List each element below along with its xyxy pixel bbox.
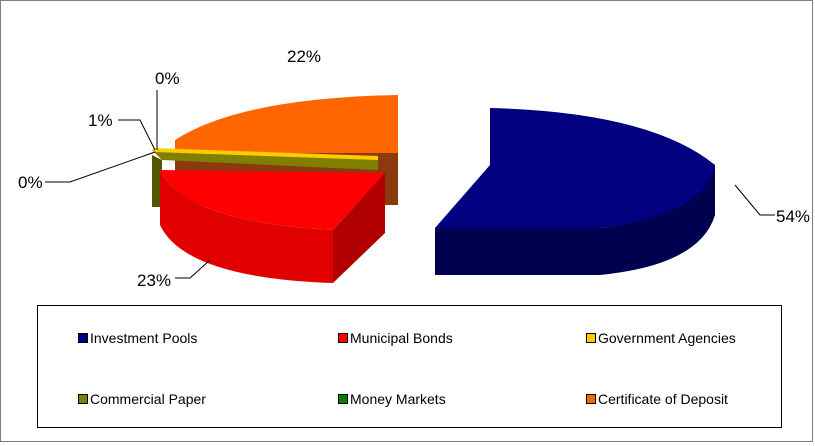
legend: Investment Pools Municipal Bonds Governm… bbox=[37, 305, 782, 428]
legend-swatch bbox=[78, 394, 88, 404]
legend-item-certificate-of-deposit: Certificate of Deposit bbox=[586, 391, 728, 407]
leader-line-commercial-paper bbox=[118, 119, 156, 151]
legend-item-investment-pools: Investment Pools bbox=[78, 330, 197, 346]
slice-side-commercial-paper bbox=[152, 155, 162, 207]
slice-side-investment-pools bbox=[435, 165, 715, 275]
legend-label: Certificate of Deposit bbox=[598, 391, 728, 407]
leader-line-government-agencies bbox=[45, 151, 156, 183]
data-label-government-agencies: 0% bbox=[18, 173, 43, 192]
slice-side2-municipal-bonds bbox=[333, 173, 385, 283]
slice-government-agencies bbox=[153, 148, 378, 160]
legend-label: Municipal Bonds bbox=[350, 330, 453, 346]
legend-label: Commercial Paper bbox=[90, 391, 206, 407]
leader-line-municipal-bonds bbox=[175, 259, 211, 279]
legend-swatch bbox=[78, 333, 88, 343]
legend-label: Investment Pools bbox=[90, 330, 198, 346]
data-label-money-markets: 0% bbox=[155, 69, 180, 88]
data-label-commercial-paper: 1% bbox=[88, 111, 113, 130]
slice-certificate-of-deposit bbox=[175, 95, 398, 153]
legend-item-commercial-paper: Commercial Paper bbox=[78, 391, 206, 407]
legend-swatch bbox=[338, 333, 348, 343]
data-label-municipal-bonds: 23% bbox=[137, 271, 171, 290]
legend-swatch bbox=[586, 394, 596, 404]
legend-swatch bbox=[586, 333, 596, 343]
slice-side-municipal-bonds bbox=[160, 170, 333, 283]
slice-municipal-bonds bbox=[160, 170, 385, 230]
legend-label: Money Markets bbox=[350, 391, 446, 407]
data-label-investment-pools: 54% bbox=[776, 207, 810, 226]
legend-swatch bbox=[338, 394, 348, 404]
data-label-certificate-of-deposit: 22% bbox=[287, 47, 321, 66]
leader-line-investment-pools bbox=[734, 184, 775, 216]
slice-commercial-paper bbox=[152, 150, 378, 170]
slice-investment-pools bbox=[435, 108, 715, 228]
legend-item-money-markets: Money Markets bbox=[338, 391, 446, 407]
legend-label: Government Agencies bbox=[598, 330, 736, 346]
legend-item-government-agencies: Government Agencies bbox=[586, 330, 736, 346]
legend-item-municipal-bonds: Municipal Bonds bbox=[338, 330, 453, 346]
